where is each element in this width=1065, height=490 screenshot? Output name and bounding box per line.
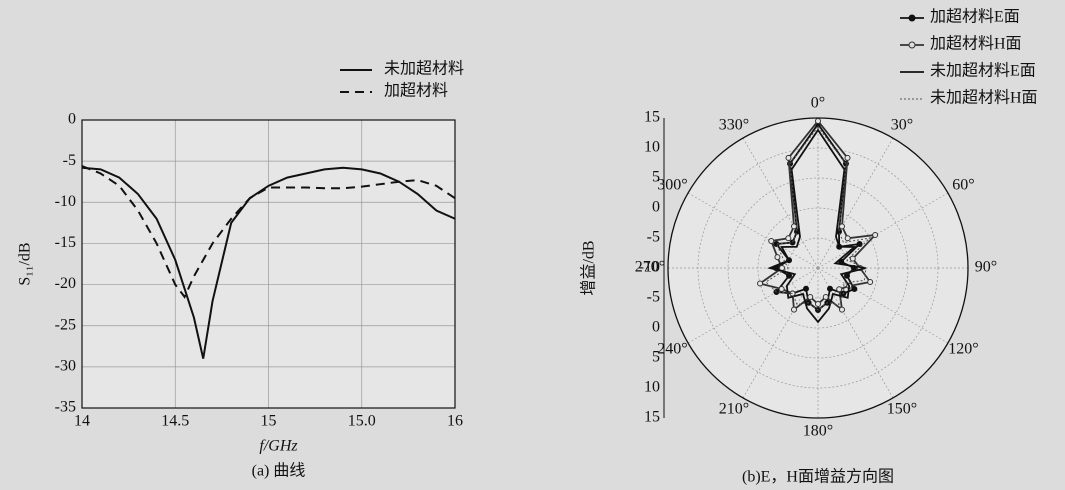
theta-tick-label: 60° [952, 177, 974, 194]
r-tick-label: -5 [647, 229, 660, 246]
data-point [851, 286, 858, 292]
r-tick-label: -5 [647, 289, 660, 306]
x-tick-label: 14 [74, 413, 90, 430]
r-tick-label: 5 [652, 349, 660, 366]
data-point [757, 280, 764, 287]
data-point [807, 293, 814, 300]
legend-label: 未加超材料E面 [930, 62, 1036, 80]
theta-tick-label: 120° [948, 341, 978, 358]
grid-spoke [817, 192, 949, 269]
caption: (b)E，H面增益方向图 [742, 468, 894, 486]
x-tick-label: 15 [261, 413, 277, 430]
r-tick-label: 15 [644, 409, 660, 426]
legend-label: 加超材料E面 [930, 8, 1020, 26]
legend-marker [908, 14, 916, 22]
grid-spoke [687, 267, 819, 344]
theta-tick-label: 0° [811, 95, 825, 112]
r-tick-label: 0 [652, 319, 660, 336]
theta-tick-label: 150° [887, 401, 917, 418]
data-point [822, 293, 829, 300]
y-tick-label: -25 [55, 316, 76, 333]
data-point [768, 238, 775, 244]
data-point [774, 254, 781, 261]
data-point [836, 286, 843, 293]
theta-tick-label: 180° [803, 423, 833, 440]
r-tick-label: 15 [644, 109, 660, 126]
x-axis-label: f/GHz [259, 438, 298, 455]
data-point [778, 286, 785, 292]
x-tick-label: 15.0 [348, 413, 376, 430]
data-point [827, 285, 833, 292]
x-tick-label: 14.5 [161, 413, 189, 430]
r-tick-label: 0 [652, 199, 660, 216]
y-tick-label: 0 [68, 111, 76, 128]
legend-label: 加超材料 [384, 82, 448, 100]
r-tick-label: -10 [639, 259, 660, 276]
legend-label: 加超材料H面 [930, 35, 1022, 53]
y-tick-label: -20 [55, 275, 76, 292]
r-tick-label: 5 [652, 169, 660, 186]
y-axis-label: 增益/dB [580, 240, 598, 295]
y-axis-label: S₁₁/dB [17, 242, 34, 285]
data-point [844, 235, 851, 242]
x-tick-label: 16 [447, 413, 463, 430]
data-point [839, 306, 845, 313]
data-point [803, 285, 809, 292]
data-point [872, 232, 879, 238]
caption: (a) 曲线 [252, 462, 306, 480]
data-point [773, 241, 780, 247]
y-tick-label: -35 [55, 399, 76, 416]
data-point [785, 154, 792, 161]
y-tick-label: -10 [55, 193, 76, 210]
data-point [839, 223, 845, 230]
data-point [791, 223, 797, 230]
data-point [856, 241, 863, 247]
grid-spoke [742, 137, 819, 269]
r-tick-label: 10 [644, 139, 660, 156]
data-line [767, 128, 867, 324]
y-tick-label: -15 [55, 234, 76, 251]
grid-spoke [817, 137, 894, 269]
theta-tick-label: 300° [657, 177, 687, 194]
y-tick-label: -30 [55, 358, 76, 375]
y-tick-label: -5 [63, 152, 76, 169]
grid-spoke [817, 267, 949, 344]
data-point [867, 278, 874, 285]
theta-tick-label: 240° [657, 341, 687, 358]
data-point [844, 154, 851, 161]
data-point [849, 255, 856, 262]
grid-spoke [687, 192, 819, 269]
theta-tick-label: 270° [635, 259, 665, 276]
data-line [765, 126, 872, 311]
data-point [815, 118, 821, 124]
data-point [815, 301, 821, 307]
legend-label: 未加超材料H面 [930, 89, 1038, 107]
theta-tick-label: 210° [719, 401, 749, 418]
plot-frame [81, 119, 456, 409]
legend-marker [908, 41, 916, 49]
theta-tick-label: 330° [719, 117, 749, 134]
theta-tick-label: 90° [975, 259, 997, 276]
r-tick-label: 10 [644, 379, 660, 396]
legend-label: 未加超材料 [384, 60, 464, 78]
theta-tick-label: 30° [891, 117, 913, 134]
data-point [785, 235, 792, 242]
data-point [791, 306, 797, 313]
data-line [81, 165, 456, 299]
